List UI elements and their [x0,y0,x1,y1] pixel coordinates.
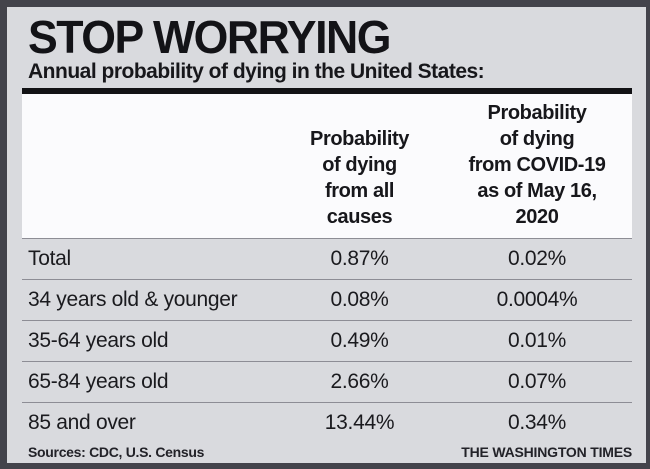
col-header-covid: Probability of dying from COVID-19 as of… [468,102,606,228]
row-value-all-causes: 0.49% [330,329,389,352]
col-header-all-causes: Probability of dying from all causes [310,128,409,228]
table-row: Total 0.87% 0.02% [22,239,632,280]
row-label: 34 years old & younger [28,288,238,311]
row-value-all-causes: 2.66% [330,370,389,393]
row-value-covid: 0.0004% [496,288,578,311]
row-value-covid: 0.07% [507,370,567,393]
page-subtitle: Annual probability of dying in the Unite… [28,60,485,83]
table-row: 65-84 years old 2.66% 0.07% [22,362,632,403]
row-label: 65-84 years old [28,370,169,393]
table-footer: Sources: CDC, U.S. Census THE WASHINGTON… [22,444,632,460]
info-panel: STOP WORRYING Annual probability of dyin… [7,7,646,463]
row-label: 35-64 years old [28,329,169,352]
row-value-all-causes: 0.87% [330,247,389,270]
title-divider [22,88,632,94]
table-row: 34 years old & younger 0.08% 0.0004% [22,280,632,321]
page-title: STOP WORRYING [28,11,392,63]
table-body: Total 0.87% 0.02% 34 years old & younger… [22,239,632,443]
row-value-covid: 0.01% [507,329,567,352]
table-header: Probability of dying from all causes Pro… [22,94,632,239]
publisher-credit: THE WASHINGTON TIMES [461,444,632,460]
row-label: Total [28,247,71,270]
table-row: 85 and over 13.44% 0.34% [22,403,632,443]
header-spacer [22,230,277,238]
table-row: 35-64 years old 0.49% 0.01% [22,321,632,362]
row-value-all-causes: 13.44% [324,411,395,434]
sources-note: Sources: CDC, U.S. Census [28,444,205,460]
row-label: 85 and over [28,411,136,434]
row-value-all-causes: 0.08% [330,288,389,311]
row-value-covid: 0.02% [507,247,567,270]
table-container: Probability of dying from all causes Pro… [22,88,632,460]
row-value-covid: 0.34% [507,411,567,434]
